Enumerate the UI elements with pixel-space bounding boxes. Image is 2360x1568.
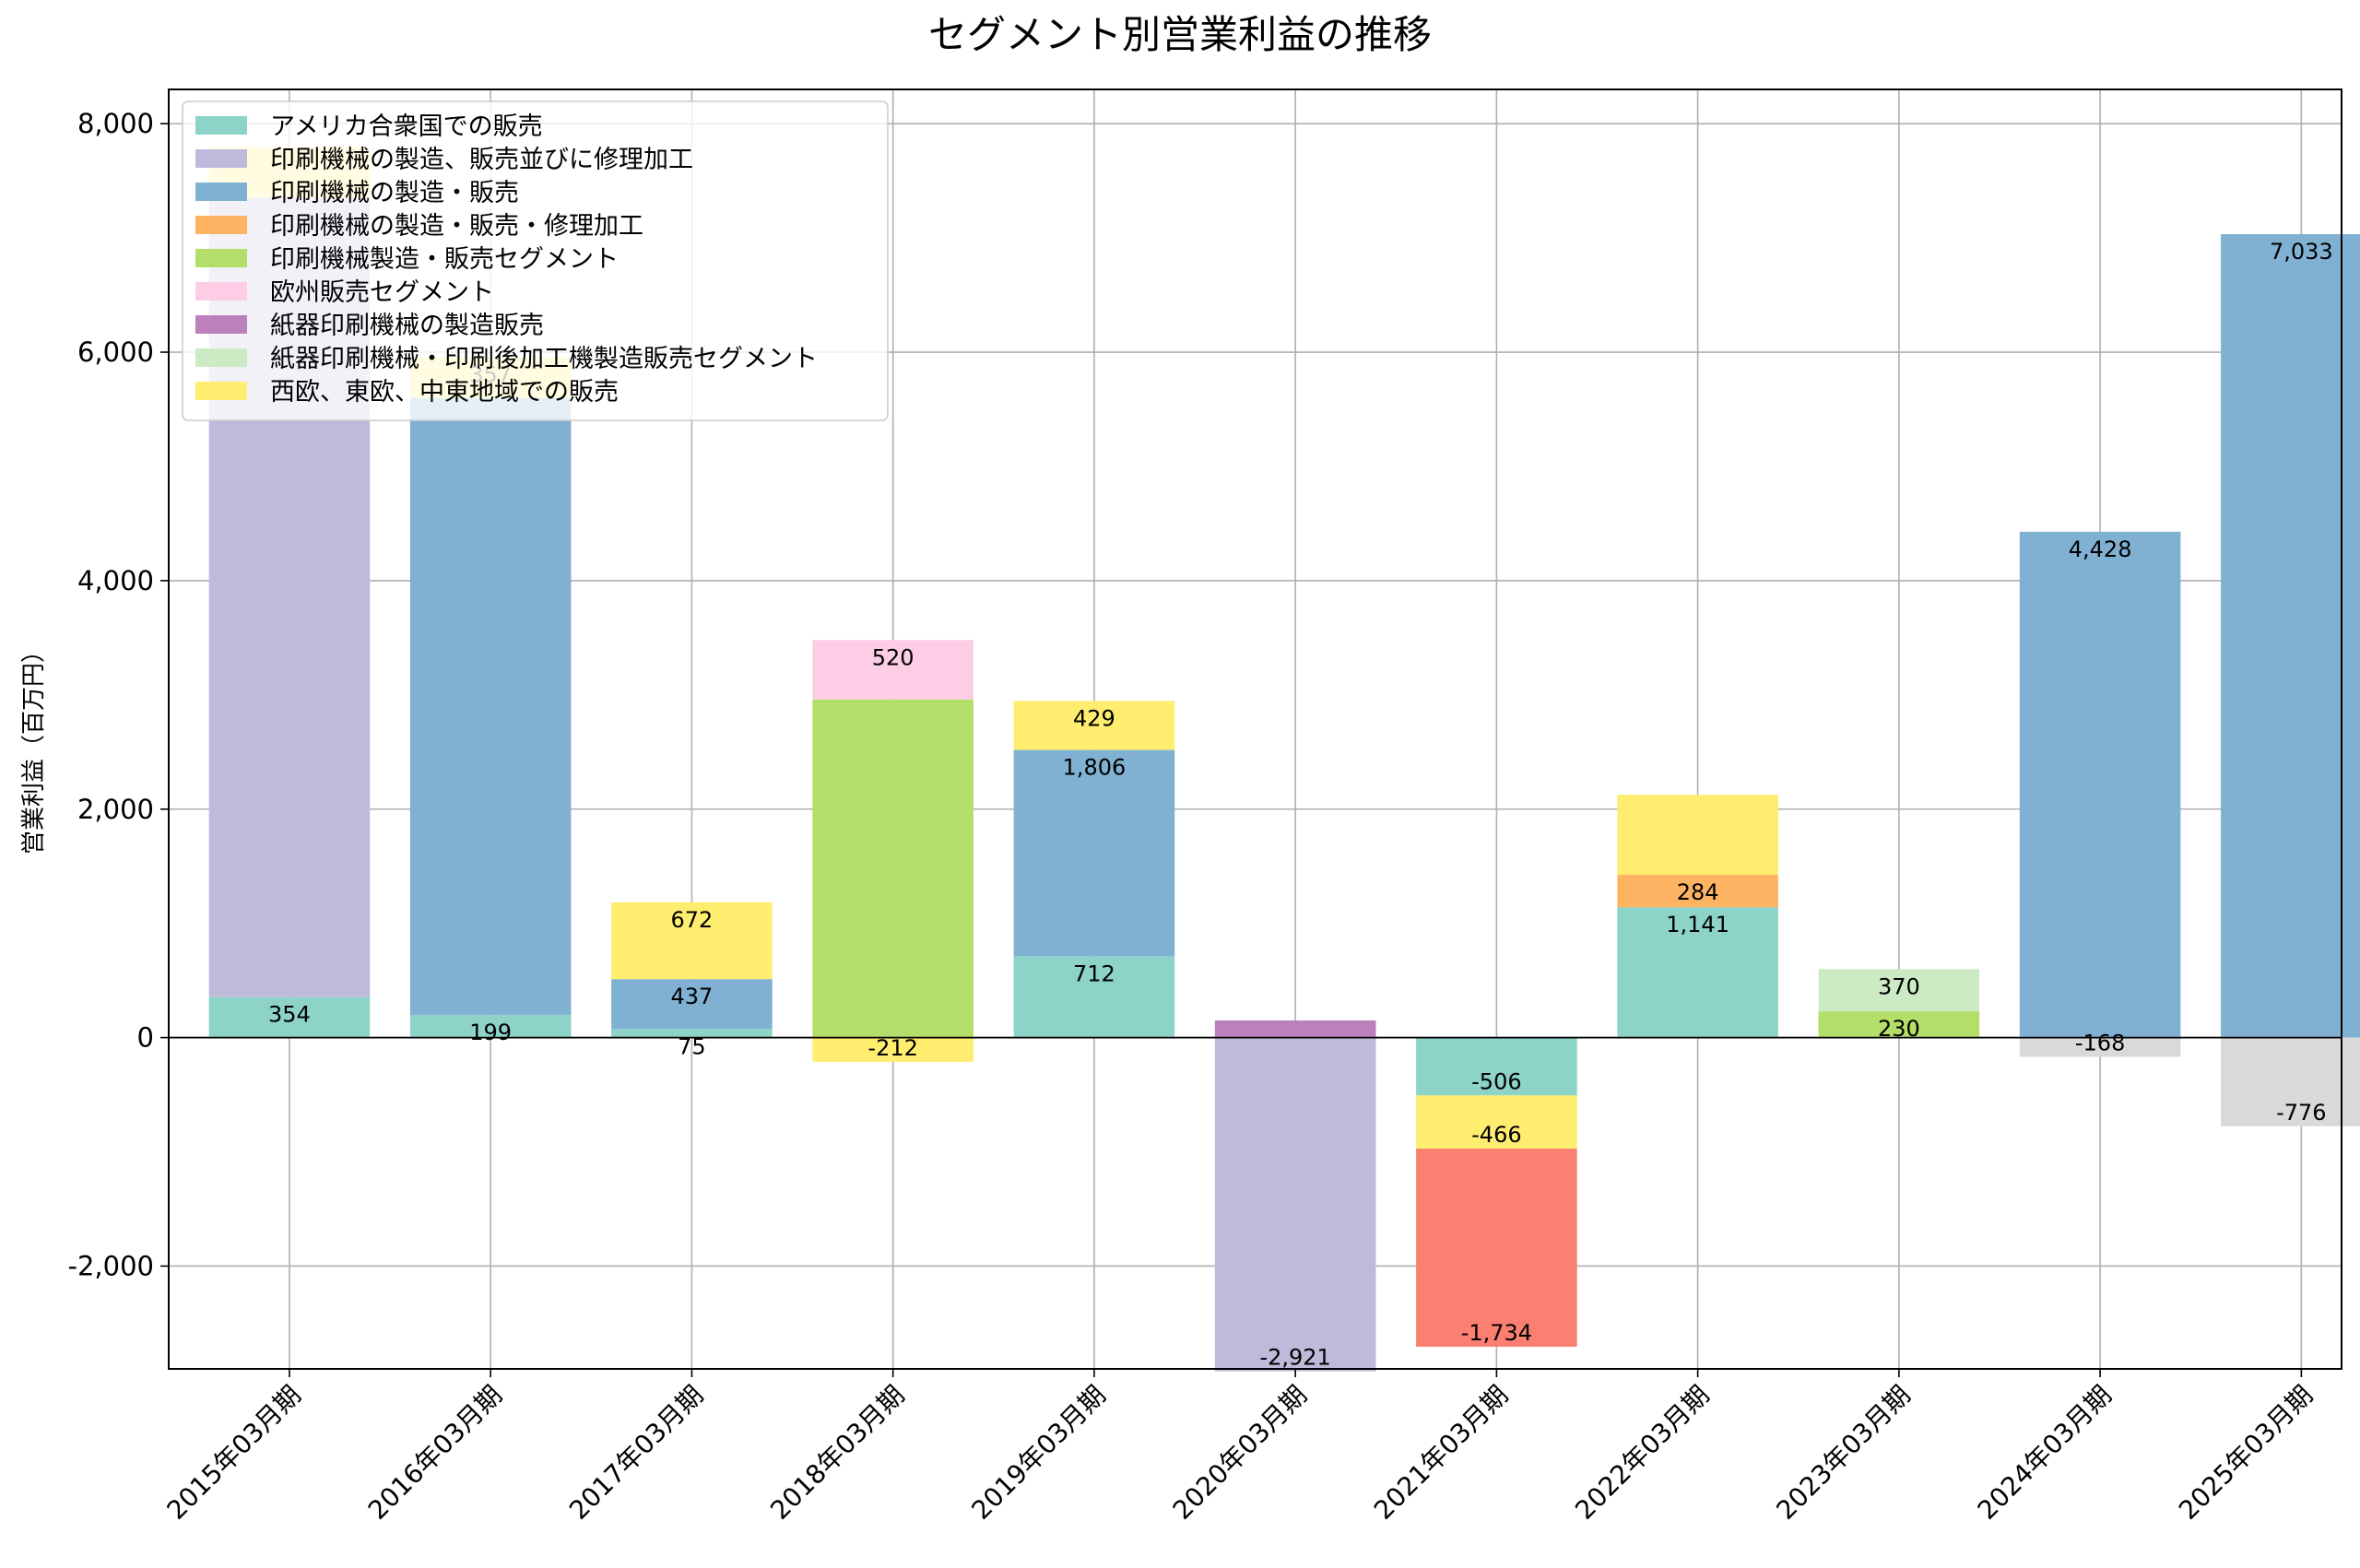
y-axis-label: 営業利益（百万円） [20,639,48,855]
bar-value-label: 672 [671,907,714,933]
bars [208,147,2360,1372]
bar-segment [812,1037,974,1062]
bar-segment [812,640,974,700]
bar-value-label: -776 [2276,1100,2326,1126]
y-tick-label: -2,000 [68,1250,155,1281]
bar-segment [1013,956,1175,1038]
bar-segment [1416,1095,1577,1149]
legend-swatch [195,149,247,168]
bar-segment [1013,701,1175,750]
bar-value-label: -212 [867,1035,917,1061]
chart-title: セグメント別営業利益の推移 [928,12,1432,57]
bar-value-label: 75 [678,1033,706,1059]
bar-value-label: 284 [1677,879,1719,905]
bar-value-label: 437 [671,984,714,1009]
bar-segment [812,699,974,1038]
legend-swatch [195,282,247,301]
legend-label: 印刷機械の製造・販売・修理加工 [270,212,643,241]
bar-value-label: 7,033 [2270,239,2333,265]
bar-segment [1214,1020,1376,1038]
legend-label: 紙器印刷機械の製造販売 [270,312,544,340]
bar-value-label: -506 [1471,1068,1521,1094]
bar-segment [1416,1149,1577,1347]
legend-swatch [195,116,247,135]
bar-segment [611,1029,773,1038]
bar-segment [409,1014,572,1038]
bar-segment [2019,1037,2181,1057]
legend-label: 西欧、東欧、中東地域での販売 [270,378,619,407]
bar-segment [1617,907,1778,1038]
bar-value-label: 429 [1073,705,1115,731]
bar-segment [1617,795,1778,876]
legend-swatch [195,183,247,201]
legend-label: 印刷機械の製造、販売並びに修理加工 [270,146,693,174]
bar-segment [1818,1011,1980,1038]
bar-value-label: 520 [872,644,914,670]
bar-value-label: 712 [1073,961,1115,986]
y-tick-label: 2,000 [77,794,154,825]
plot-frame [168,88,2342,1370]
legend-label: 印刷機械製造・販売セグメント [270,245,619,274]
bar-value-label: -168 [2075,1030,2125,1055]
legend-swatch [195,382,247,400]
bar-segment [2019,531,2181,1038]
bar-value-label: -1,734 [1461,1320,1532,1346]
bar-segment [1617,875,1778,908]
legend: アメリカ合衆国での販売印刷機械の製造、販売並びに修理加工印刷機械の製造・販売印刷… [182,100,889,421]
y-tick-label: 8,000 [77,108,154,139]
bar-segment [208,996,371,1038]
legend-swatch [195,348,247,367]
bar-segment [1416,1037,1577,1096]
legend-box [182,100,889,421]
legend-label: アメリカ合衆国での販売 [270,112,543,141]
bar-segment [1214,1037,1376,1372]
bar-value-label: -2,921 [1259,1345,1330,1371]
y-tick-label: 0 [137,1022,154,1054]
legend-swatch [195,216,247,234]
legend-label: 紙器印刷機械・印刷後加工機製造販売セグメント [270,345,818,373]
bar-labels: 35419935775437672-2125207121,806429-2,92… [268,239,2333,1371]
bar-value-label: 4,428 [2069,536,2132,562]
legend-label: 印刷機械の製造・販売 [270,179,519,207]
bar-segment [2221,234,2360,1038]
y-tick-label: 4,000 [77,565,154,596]
bar-value-label: 199 [469,1020,512,1045]
legend-swatch [195,249,247,267]
bar-value-label: 1,141 [1666,912,1729,937]
bar-value-label: -466 [1471,1122,1521,1148]
bar-value-label: 1,806 [1063,755,1127,781]
bar-segment [1013,749,1175,957]
bar-segment [611,902,773,980]
bar-segment [1818,969,1980,1012]
bar-segment [409,397,572,1015]
legend-label: 欧州販売セグメント [270,278,494,307]
y-tick-label: 6,000 [77,336,154,368]
bar-segment [611,979,773,1030]
bar-segment [2221,1037,2360,1126]
bar-value-label: 354 [268,1002,311,1028]
bar-value-label: 370 [1878,973,1920,999]
bar-value-label: 230 [1878,1016,1920,1042]
legend-swatch [195,315,247,334]
